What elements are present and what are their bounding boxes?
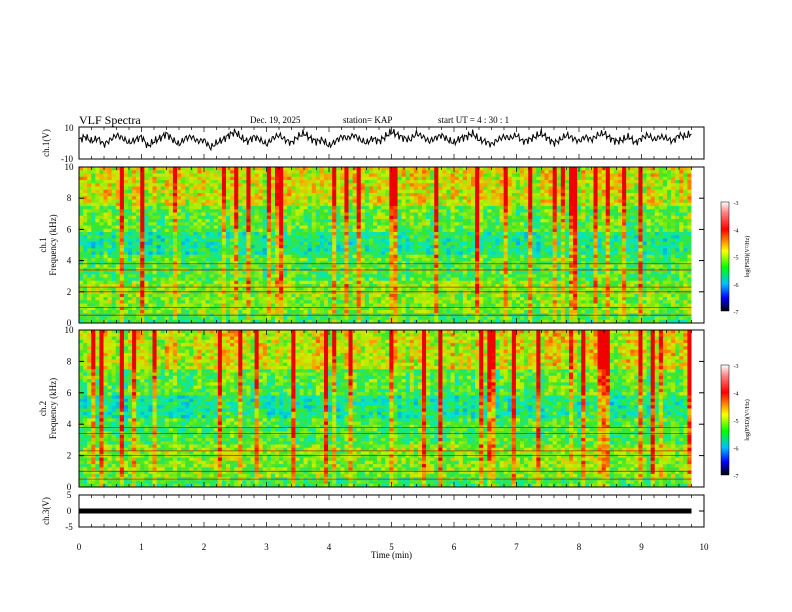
start-time-label: start UT = 4 : 30 : 1 bbox=[438, 115, 510, 125]
ch1-spectrogram-ylabel: ch.1 bbox=[38, 237, 48, 252]
ch1-colorbar-label: log(PSD)(V²/Hz) bbox=[744, 236, 751, 277]
ch1-colorbar-tick-label: -5 bbox=[734, 256, 739, 262]
ch1-ytick-top: 10 bbox=[65, 123, 75, 133]
ch1-spectrogram-no-data bbox=[691, 167, 704, 323]
ch2-colorbar-tick-label: -7 bbox=[734, 474, 739, 480]
ch3-ytick-label: -5 bbox=[65, 522, 73, 532]
ch2-spectrogram-ytick-label: 8 bbox=[67, 356, 72, 366]
ch1-spectrogram-panel: 0 2 4 6 8 10 ch.1 Frequency (kHz) bbox=[38, 162, 705, 328]
time-axis: 0 1 2 3 4 5 6 7 8 9 10 Time (min) bbox=[77, 542, 709, 560]
ch1-spectrogram-ylabel2: Frequency (kHz) bbox=[48, 214, 58, 275]
ch1-colorbar-tick-label: -3 bbox=[734, 201, 739, 207]
ch2-colorbar-bar bbox=[720, 364, 730, 476]
ch2-colorbar: -3 -4 -5 -6 -7 log(PSD)(V²/Hz) bbox=[720, 364, 751, 480]
ch2-spectrogram-ylabel: ch.2 bbox=[38, 401, 48, 416]
ch2-colorbar-tick-label: -5 bbox=[734, 419, 739, 425]
x-tick-label: 2 bbox=[202, 542, 207, 552]
ch1-spectrogram-ytick-label: 4 bbox=[67, 256, 72, 266]
date-label: Dec. 19, 2025 bbox=[250, 115, 301, 125]
ch2-colorbar-label: log(PSD)(V²/Hz) bbox=[744, 399, 751, 440]
ch1-spectrogram-ytick-label: 2 bbox=[67, 287, 72, 297]
ch1-spectrogram-cells bbox=[79, 167, 692, 324]
ch1-ytick-bottom: -10 bbox=[61, 154, 73, 164]
ch1-spectrogram-ytick-label: 0 bbox=[67, 318, 72, 328]
ch2-spectrogram-ytick-label: 10 bbox=[65, 325, 75, 335]
x-tick-label: 6 bbox=[452, 542, 457, 552]
ch2-colorbar-tick-label: -3 bbox=[734, 364, 739, 370]
ch1-spectrogram-ytick-label: 8 bbox=[67, 193, 72, 203]
ch1-colorbar-bar bbox=[720, 201, 730, 312]
ch2-spectrogram-cells bbox=[79, 330, 692, 488]
x-tick-label: 7 bbox=[514, 542, 519, 552]
ch1-waveform-panel: 10 -10 ch.1(V) bbox=[41, 123, 705, 164]
ch1-colorbar: -3 -4 -5 -6 -7 log(PSD)(V²/Hz) bbox=[720, 201, 751, 316]
x-tick-label: 4 bbox=[327, 542, 332, 552]
ch2-spectrogram-ylabel2: Frequency (kHz) bbox=[48, 378, 58, 439]
ch1-colorbar-tick-label: -6 bbox=[734, 283, 739, 289]
ch3-trace bbox=[79, 508, 692, 514]
x-tick-label: 10 bbox=[700, 542, 710, 552]
x-tick-label: 5 bbox=[389, 542, 394, 552]
station-label: station= KAP bbox=[343, 115, 393, 125]
ch2-spectrogram-ytick-label: 2 bbox=[67, 451, 72, 461]
ch3-ytick-label: 0 bbox=[67, 506, 72, 516]
ch2-colorbar-tick-label: -4 bbox=[734, 392, 739, 398]
x-tick-label: 8 bbox=[577, 542, 582, 552]
ch3-ylabel: ch.3(V) bbox=[41, 497, 51, 525]
ch1-colorbar-tick-label: -7 bbox=[734, 310, 739, 316]
ch1-ylabel: ch.1(V) bbox=[41, 129, 51, 157]
ch1-spectrogram-ytick-label: 10 bbox=[65, 162, 75, 172]
ch3-waveform-panel: 5 0 -5 ch.3(V) bbox=[41, 490, 705, 532]
ch2-spectrogram-panel: 0 2 4 6 8 10 ch.2 Frequency (kHz) bbox=[38, 325, 705, 492]
ch1-spectrogram-ytick-label: 6 bbox=[67, 224, 72, 234]
ch3-ytick-label: 5 bbox=[67, 490, 72, 500]
ch2-spectrogram-no-data bbox=[691, 330, 704, 487]
ch1-colorbar-tick-label: -4 bbox=[734, 228, 739, 234]
x-tick-label: 9 bbox=[639, 542, 644, 552]
figure-title: VLF Spectra bbox=[79, 113, 141, 127]
ch2-spectrogram-ytick-label: 4 bbox=[67, 419, 72, 429]
ch1-trace bbox=[78, 128, 692, 152]
x-tick-label: 3 bbox=[264, 542, 269, 552]
ch2-colorbar-tick-label: -6 bbox=[734, 447, 739, 453]
x-axis-label: Time (min) bbox=[371, 550, 412, 560]
ch2-spectrogram-ytick-label: 6 bbox=[67, 388, 72, 398]
x-tick-label: 0 bbox=[77, 542, 82, 552]
ch2-spectrogram-ytick-label: 0 bbox=[67, 482, 72, 492]
x-tick-label: 1 bbox=[139, 542, 144, 552]
